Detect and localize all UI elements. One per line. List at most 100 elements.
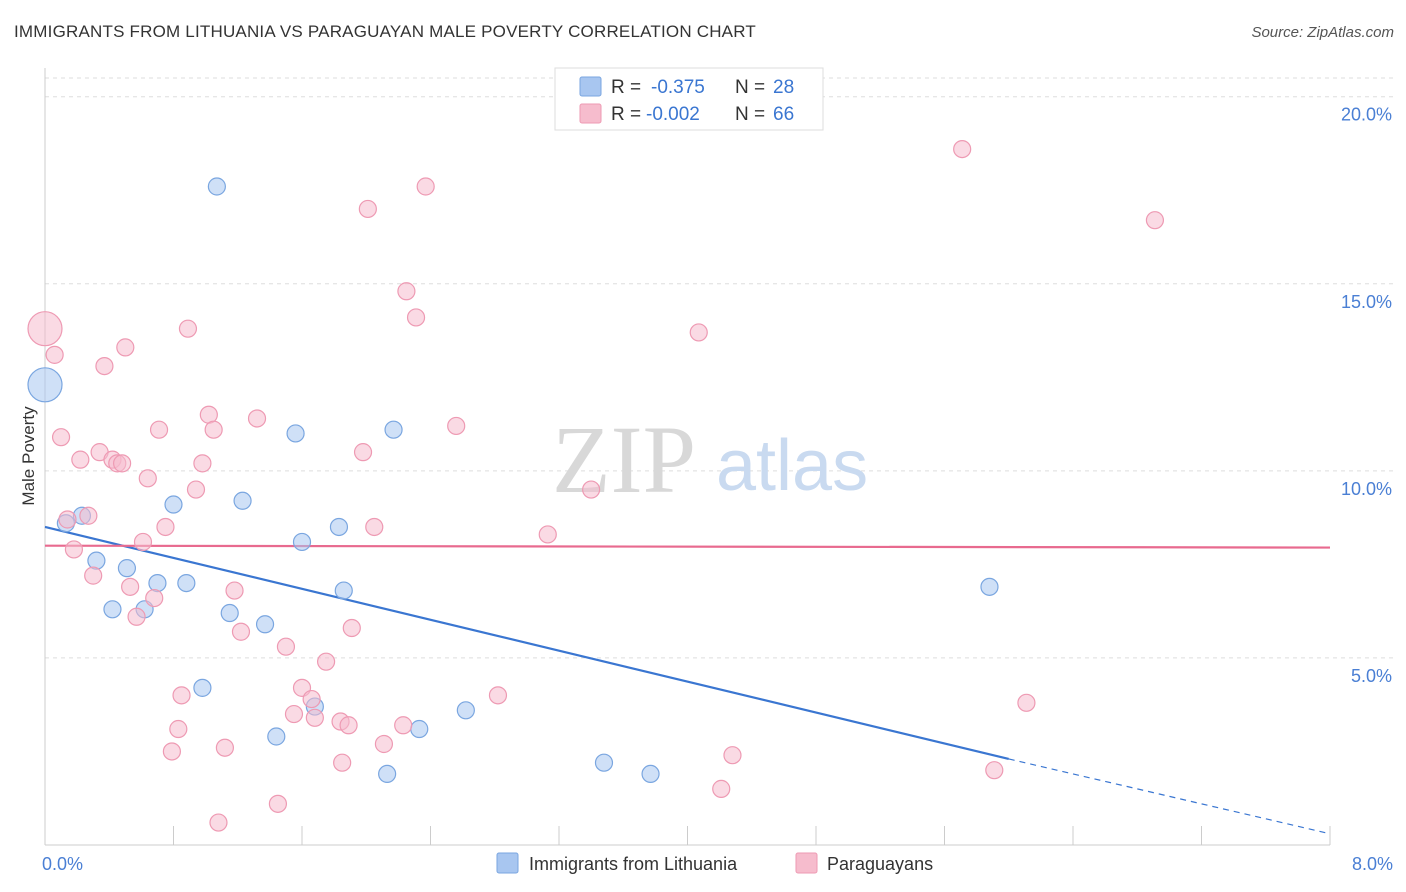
y-axis-title: Male Poverty [19, 406, 38, 506]
lithuania-point [384, 420, 403, 439]
trendlines [44, 525, 1331, 835]
paraguayan-point [95, 356, 114, 376]
paraguayan-point [305, 708, 324, 727]
paraguayan-point [162, 742, 181, 761]
paraguayan-point [488, 686, 508, 705]
watermark-atlas: atlas [716, 426, 868, 506]
paraguayan-point [276, 637, 296, 656]
paraguayan-point [204, 420, 223, 439]
paraguayan-point [406, 308, 426, 327]
paraguayan-point [333, 753, 352, 772]
paraguayan-point [169, 719, 188, 739]
paraguayan-point [374, 734, 394, 754]
paraguayan-point [64, 540, 84, 559]
lithuania-point [117, 559, 137, 578]
data-points [27, 139, 1165, 832]
x-tick-label: 0.0% [42, 854, 83, 874]
paraguayan-point [71, 450, 90, 469]
paraguayan-point [394, 716, 413, 735]
paraguayan-point [193, 454, 212, 473]
paraguayan-point [582, 480, 601, 499]
legend-blue-n-label: N = [735, 77, 765, 98]
lithuania-trendline [44, 525, 1010, 761]
lithuania-point [233, 491, 252, 510]
lithuania-point [148, 573, 167, 593]
paraguayan-point [284, 704, 304, 724]
paraguayan-point [538, 525, 557, 544]
legend-pink-swatch [579, 103, 602, 124]
lithuania-point [410, 719, 429, 739]
lithuania-point [164, 495, 183, 514]
gridlines [45, 77, 1395, 659]
lithuania-point [207, 177, 226, 196]
legend-pink-n-label: N = [735, 104, 765, 125]
legend-blue-swatch [579, 76, 602, 97]
lithuania-point [641, 764, 660, 784]
paraguayan-point [45, 345, 64, 364]
paraguayan-point [723, 746, 742, 765]
paraguayan-point [1145, 211, 1165, 230]
lithuania-point [334, 581, 353, 600]
paraguayan-point [353, 443, 373, 462]
paraguayan-point [121, 577, 140, 596]
lithuania-point [27, 367, 63, 403]
lithuania-point [177, 573, 196, 593]
y-tick-labels: 5.0% 10.0% 15.0% 20.0% [1341, 105, 1392, 686]
paraguayan-trendline [44, 544, 1331, 549]
paraguayan-point [247, 409, 267, 428]
paraguayan-point [358, 199, 377, 219]
lithuania-point [378, 764, 397, 784]
y-tick-label: 10.0% [1341, 479, 1392, 499]
x-tick-labels: 0.0% 8.0% [42, 854, 1393, 874]
lithuania-point [87, 551, 106, 570]
paraguayan-point [27, 311, 63, 347]
paraguayan-point [397, 282, 416, 301]
axes [44, 68, 1331, 846]
paraguayan-point [138, 469, 157, 488]
paraguayan-point [186, 480, 206, 499]
correlation-legend: R = -0.375 N = 28 R = -0.002 N = 66 [554, 67, 824, 131]
lithuania-point [193, 678, 212, 697]
paraguayan-point [985, 761, 1004, 780]
lithuania-point [456, 701, 475, 720]
paraguayan-point [268, 794, 288, 813]
paraguayan-point [1017, 693, 1036, 712]
watermark-zip: ZIP [552, 406, 696, 513]
chart-title: IMMIGRANTS FROM LITHUANIA VS PARAGUAYAN … [14, 22, 756, 41]
paraguayan-point [178, 319, 198, 338]
paraguayan-point [209, 813, 228, 832]
series-legend: Immigrants from Lithuania Paraguayans [496, 852, 933, 874]
paraguayan-point [339, 716, 358, 735]
lithuania-point [286, 424, 305, 443]
legend-blue-r-label: R = [611, 77, 641, 98]
paraguayan-point [172, 686, 191, 705]
lithuania-point [329, 517, 349, 537]
lithuania-trendline-extension [1008, 758, 1331, 835]
paraguayan-point [84, 566, 103, 585]
paraguayan-point [302, 689, 321, 709]
bottom-legend-pink-label: Paraguayans [827, 854, 933, 874]
paraguayan-point [127, 607, 146, 626]
paraguayan-point [116, 338, 135, 357]
legend-blue-r-value: -0.375 [651, 77, 705, 98]
paraguayan-point [58, 510, 77, 529]
paraguayan-point [133, 532, 153, 552]
paraguayan-point [712, 779, 731, 798]
paraguayan-point [215, 738, 234, 757]
paraguayan-point [145, 588, 164, 608]
paraguayan-point [953, 139, 972, 159]
lithuania-point [255, 615, 275, 634]
x-tick-label: 8.0% [1352, 854, 1393, 874]
lithuania-point [292, 532, 312, 552]
lithuania-point [267, 727, 286, 746]
legend-pink-n-value: 66 [773, 104, 794, 125]
paraguayan-point [79, 506, 98, 525]
bottom-legend-blue-swatch [496, 852, 519, 874]
y-tick-label: 15.0% [1341, 292, 1392, 312]
paraguayan-point [365, 517, 384, 537]
paraguayan-point [689, 323, 708, 342]
paraguayan-point [225, 581, 244, 600]
legend-blue-n-value: 28 [773, 77, 794, 98]
paraguayan-point [149, 420, 169, 439]
